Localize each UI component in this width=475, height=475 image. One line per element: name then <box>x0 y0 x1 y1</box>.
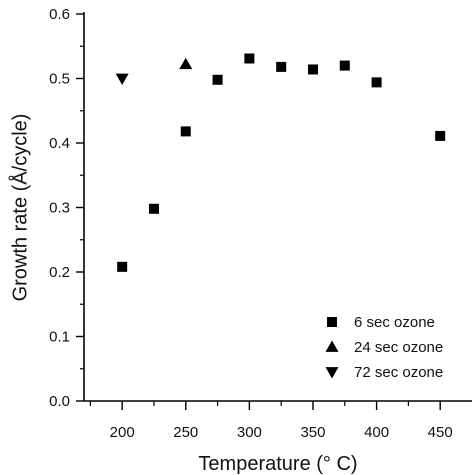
y-tick-label: 0.2 <box>49 264 70 281</box>
data-point-6-sec-ozone <box>244 53 255 64</box>
tick-labels: 200 250 300 350 400 450 0.0 0.1 0.2 0.3 0.4 0.5 0.6 <box>49 6 453 441</box>
y-tick-label: 0.6 <box>49 6 70 23</box>
x-tick-label: 450 <box>428 424 453 441</box>
legend-label: 72 sec ozone <box>354 364 443 381</box>
data-point-6-sec-ozone <box>307 64 318 75</box>
x-tick-label: 250 <box>173 424 198 441</box>
data-point-6-sec-ozone <box>371 77 382 88</box>
data-point-6-sec-ozone <box>435 130 446 141</box>
legend-label: 6 sec ozone <box>354 314 435 331</box>
x-tick-label: 350 <box>300 424 325 441</box>
legend: 6 sec ozone 24 sec ozone 72 sec ozone <box>325 314 443 381</box>
data-point-6-sec-ozone <box>212 74 223 85</box>
x-tick-label: 200 <box>110 424 135 441</box>
legend-marker <box>325 367 339 379</box>
data-point-6-sec-ozone <box>117 261 128 272</box>
legend-marker <box>325 340 339 352</box>
y-tick-label: 0.1 <box>49 329 70 346</box>
data-points <box>115 53 446 272</box>
data-point-24-sec-ozone <box>179 57 193 70</box>
data-point-6-sec-ozone <box>148 203 159 214</box>
y-tick-label: 0.4 <box>49 135 70 152</box>
data-point-6-sec-ozone <box>276 61 287 72</box>
data-point-6-sec-ozone <box>180 126 191 137</box>
tick-marks <box>76 13 441 410</box>
y-tick-label: 0.3 <box>49 200 70 217</box>
data-point-6-sec-ozone <box>339 60 350 71</box>
legend-label: 24 sec ozone <box>354 339 443 356</box>
y-tick-label: 0.5 <box>49 71 70 88</box>
data-point-72-sec-ozone <box>115 73 129 85</box>
y-tick-label: 0.0 <box>49 393 70 410</box>
x-tick-label: 300 <box>237 424 262 441</box>
x-axis-title: Temperature (° C) <box>198 453 357 475</box>
x-tick-label: 400 <box>364 424 389 441</box>
legend-marker <box>327 317 337 327</box>
y-axis-title: Growth rate (Å/cycle) <box>8 114 31 302</box>
